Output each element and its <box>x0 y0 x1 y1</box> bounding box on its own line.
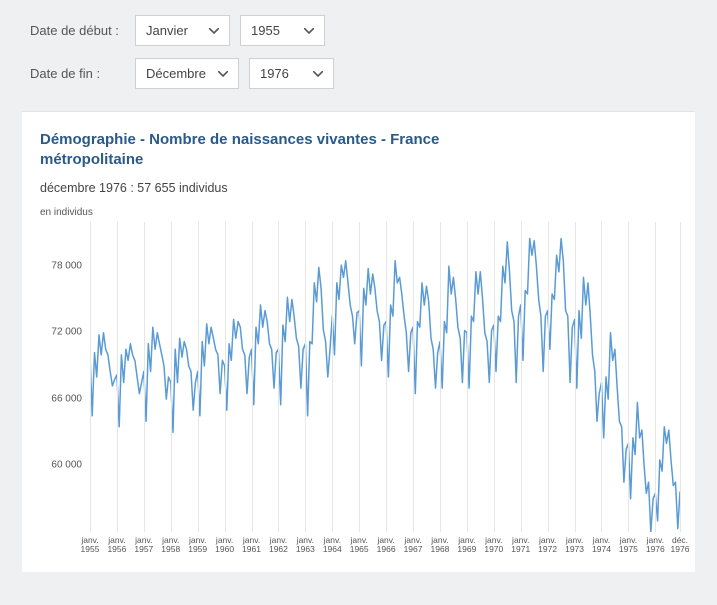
x-tick-label: janv.1958 <box>161 536 180 556</box>
x-axis: janv.1955janv.1956janv.1957janv.1958janv… <box>90 532 680 562</box>
x-tick-label: janv.1955 <box>81 536 100 556</box>
grid-line <box>117 222 118 532</box>
grid-line <box>521 222 522 532</box>
x-tick-label: janv.1966 <box>377 536 396 556</box>
grid-line <box>90 222 91 532</box>
x-tick-label: janv.1976 <box>646 536 665 556</box>
chart-title: Démographie - Nombre de naissances vivan… <box>40 130 540 171</box>
x-tick-label: janv.1956 <box>107 536 126 556</box>
x-tick-label: janv.1971 <box>511 536 530 556</box>
grid-line <box>494 222 495 532</box>
y-tick-label: 60 000 <box>51 460 82 471</box>
x-tick-label: janv.1974 <box>592 536 611 556</box>
x-tick-label: janv.1967 <box>404 536 423 556</box>
x-tick-label: janv.1963 <box>296 536 315 556</box>
end-month-value: Décembre <box>146 66 206 81</box>
grid-line <box>225 222 226 532</box>
start-month-select[interactable]: Janvier <box>135 15 230 46</box>
chevron-down-icon <box>313 71 323 77</box>
grid-line <box>359 222 360 532</box>
plot-area[interactable] <box>90 222 680 532</box>
grid-line <box>386 222 387 532</box>
grid-line <box>440 222 441 532</box>
x-tick-label: janv.1965 <box>350 536 369 556</box>
y-tick-label: 78 000 <box>51 260 82 271</box>
start-year-value: 1955 <box>251 23 280 38</box>
y-axis: 60 000 66 000 72 000 78 000 <box>40 222 86 532</box>
grid-line <box>252 222 253 532</box>
grid-line <box>680 222 681 532</box>
x-tick-label: janv.1962 <box>269 536 288 556</box>
x-tick-label: janv.1975 <box>619 536 638 556</box>
grid-line <box>413 222 414 532</box>
end-date-label: Date de fin : <box>30 66 125 81</box>
start-date-row: Date de début : Janvier 1955 <box>30 15 687 46</box>
end-year-select[interactable]: 1976 <box>249 58 334 89</box>
data-series-line <box>90 238 680 531</box>
x-tick-label: janv.1959 <box>188 536 207 556</box>
end-date-row: Date de fin : Décembre 1976 <box>30 58 687 89</box>
chart-unit-label: en individus <box>40 207 683 218</box>
x-tick-label: janv.1970 <box>484 536 503 556</box>
x-tick-label: janv.1968 <box>430 536 449 556</box>
grid-line <box>601 222 602 532</box>
chevron-down-icon <box>218 71 228 77</box>
grid-line <box>278 222 279 532</box>
date-controls: Date de début : Janvier 1955 Date de fin… <box>0 0 717 111</box>
x-tick-label: janv.1972 <box>538 536 557 556</box>
start-date-label: Date de début : <box>30 23 125 38</box>
x-tick-label: janv.1957 <box>134 536 153 556</box>
grid-line <box>171 222 172 532</box>
x-tick-label: janv.1961 <box>242 536 261 556</box>
grid-line <box>467 222 468 532</box>
chart-subtitle: décembre 1976 : 57 655 individus <box>40 181 683 195</box>
line-chart-svg <box>90 222 680 532</box>
chevron-down-icon <box>304 28 314 34</box>
grid-line <box>548 222 549 532</box>
end-month-select[interactable]: Décembre <box>135 58 239 89</box>
end-year-value: 1976 <box>260 66 289 81</box>
grid-line <box>332 222 333 532</box>
x-tick-label: janv.1960 <box>215 536 234 556</box>
chart-panel: Démographie - Nombre de naissances vivan… <box>22 111 695 572</box>
grid-line <box>575 222 576 532</box>
x-tick-label: janv.1969 <box>457 536 476 556</box>
start-month-value: Janvier <box>146 23 188 38</box>
y-tick-label: 72 000 <box>51 327 82 338</box>
x-tick-label: janv.1964 <box>323 536 342 556</box>
start-year-select[interactable]: 1955 <box>240 15 325 46</box>
grid-line <box>198 222 199 532</box>
grid-line <box>144 222 145 532</box>
x-tick-label: janv.1973 <box>565 536 584 556</box>
y-tick-label: 66 000 <box>51 393 82 404</box>
grid-line <box>655 222 656 532</box>
x-tick-label: déc.1976 <box>671 536 690 556</box>
chart-area: 60 000 66 000 72 000 78 000 janv.1955 janv.1… <box>40 222 680 562</box>
chevron-down-icon <box>209 28 219 34</box>
grid-line <box>305 222 306 532</box>
grid-line <box>628 222 629 532</box>
